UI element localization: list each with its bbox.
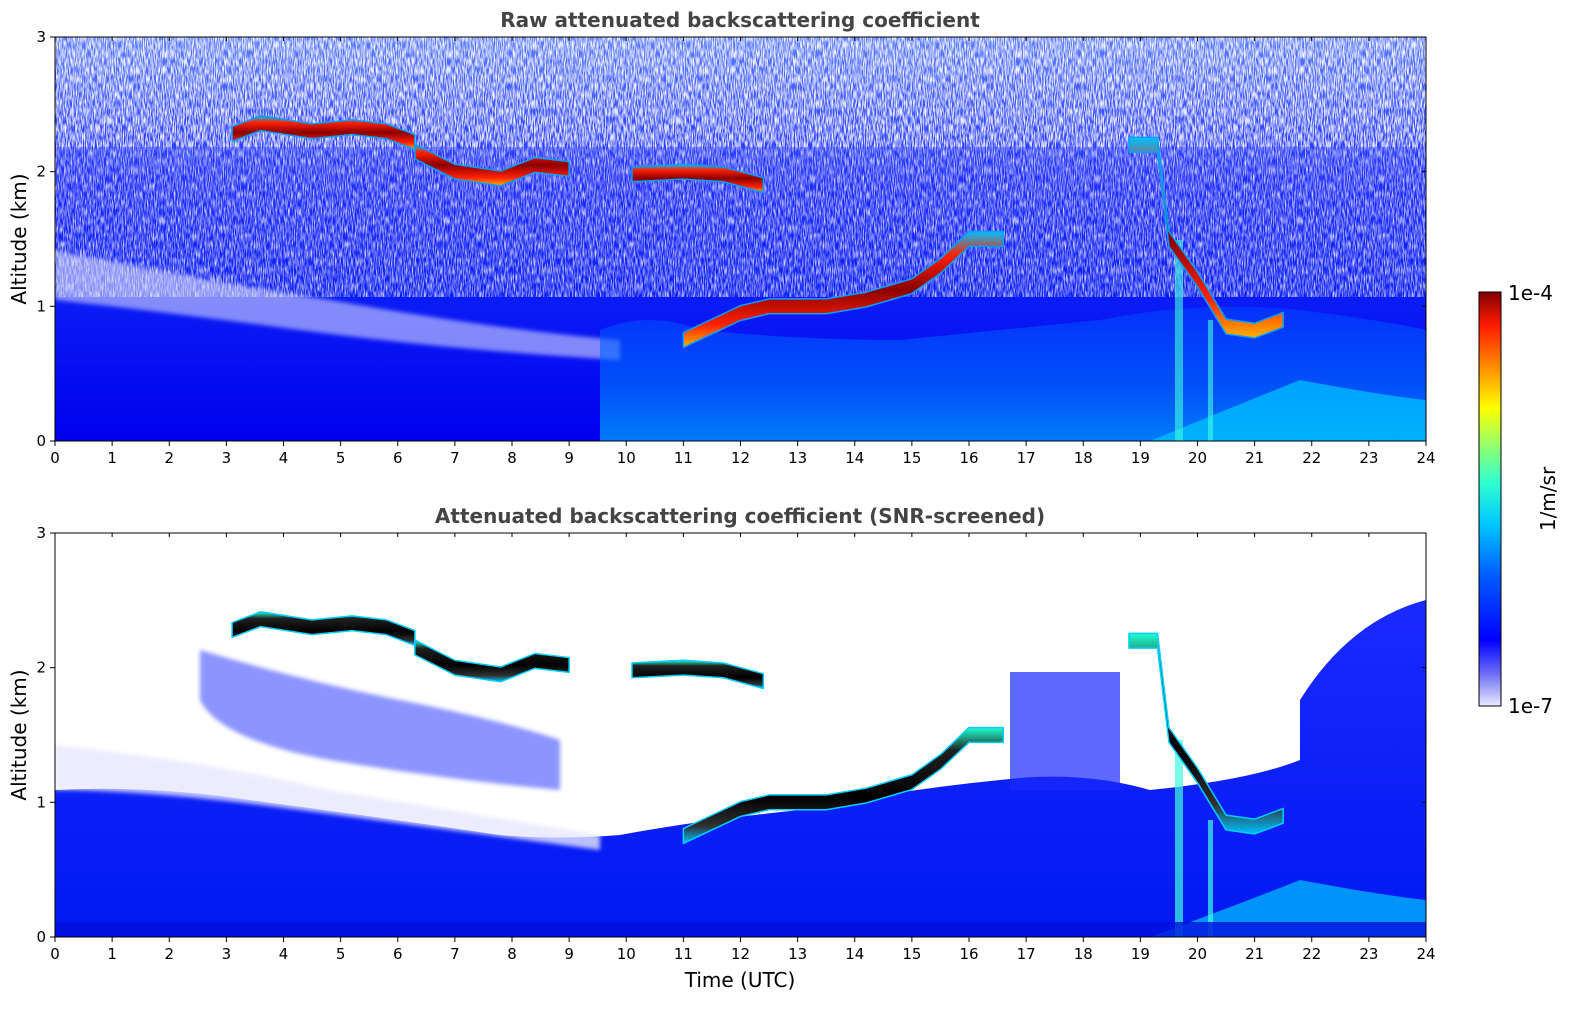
x-tick-label: 2 [164, 945, 174, 963]
panel2-lower-signal [55, 600, 1426, 937]
x-tick-label: 10 [617, 449, 636, 467]
panel1-plot-area [55, 37, 1426, 441]
x-tick-label: 16 [959, 945, 978, 963]
x-tick-label: 13 [788, 449, 807, 467]
colorbar-unit-label: 1/m/sr [1536, 466, 1560, 531]
panel2-axes: 0 1 2 3 4 5 6 7 8 9 10 11 12 13 14 15 16 17 18 19 20 21 22 23 24… [36, 524, 1435, 963]
x-tick-label: 3 [222, 945, 232, 963]
x-tick-label: 2 [164, 449, 174, 467]
cloud-layer [1128, 632, 1284, 835]
x-tick-label: 11 [674, 449, 693, 467]
x-tick-label: 12 [731, 449, 750, 467]
cloud-layer [1128, 136, 1284, 339]
y-tick-label: 1 [36, 297, 46, 315]
panel2-white-aerosol [55, 745, 600, 850]
colorbar: 1e-4 1e-7 1/m/sr [1478, 281, 1560, 718]
panel2-vertical-stripe [1175, 740, 1183, 937]
y-tick-label: 0 [36, 432, 46, 450]
x-tick-label: 22 [1302, 945, 1321, 963]
cloud-layer [682, 726, 1005, 845]
x-tick-label: 22 [1302, 449, 1321, 467]
panel2-bottom-band [55, 922, 1426, 937]
x-tick-label: 0 [50, 449, 60, 467]
x-tick-label: 24 [1416, 449, 1435, 467]
x-tick-label: 7 [450, 945, 460, 963]
panel1-boundary-layer [600, 306, 1426, 441]
panel2-right-block [1010, 672, 1120, 790]
x-tick-label: 1 [107, 945, 117, 963]
x-tick-label: 19 [1131, 945, 1150, 963]
x-tick-label: 20 [1188, 449, 1207, 467]
x-tick-label: 14 [845, 449, 864, 467]
cloud-layer [414, 639, 570, 683]
colorbar-gradient [1478, 291, 1502, 707]
panel2-xlabel: Time (UTC) [684, 968, 796, 992]
x-tick-label: 15 [902, 945, 921, 963]
x-tick-label: 23 [1359, 945, 1378, 963]
y-tick-label: 2 [36, 163, 46, 181]
colorbar-min-label: 1e-7 [1508, 694, 1553, 718]
cloud-layer [631, 659, 765, 690]
panel1-surface-layer [1150, 380, 1426, 441]
x-tick-label: 16 [959, 449, 978, 467]
x-tick-label: 3 [222, 449, 232, 467]
cloud-layer [414, 143, 570, 187]
cloud-layer [682, 230, 1005, 349]
x-tick-label: 10 [617, 945, 636, 963]
x-tick-label: 12 [731, 945, 750, 963]
x-tick-label: 18 [1074, 945, 1093, 963]
x-tick-label: 4 [279, 449, 289, 467]
panel2-vertical-stripe-2 [1208, 820, 1213, 937]
cloud-layer [631, 163, 765, 194]
x-tick-label: 13 [788, 945, 807, 963]
x-tick-label: 4 [279, 945, 289, 963]
panel2-cloud-layers [231, 611, 1284, 845]
x-tick-label: 21 [1245, 449, 1264, 467]
y-tick-label: 2 [36, 659, 46, 677]
x-tick-label: 5 [336, 945, 346, 963]
x-tick-label: 24 [1416, 945, 1435, 963]
x-tick-label: 5 [336, 449, 346, 467]
x-tick-label: 17 [1017, 945, 1036, 963]
x-tick-label: 19 [1131, 449, 1150, 467]
x-tick-label: 21 [1245, 945, 1264, 963]
x-tick-label: 6 [393, 945, 403, 963]
x-tick-label: 8 [507, 449, 517, 467]
x-tick-label: 9 [564, 449, 574, 467]
x-tick-label: 8 [507, 945, 517, 963]
panel1-vertical-stripe [1175, 240, 1183, 441]
x-tick-label: 9 [564, 945, 574, 963]
panel1-vertical-stripe-2 [1208, 320, 1213, 441]
y-tick-label: 0 [36, 928, 46, 946]
x-tick-label: 6 [393, 449, 403, 467]
panel2-title: Attenuated backscattering coefficient (S… [435, 504, 1045, 528]
x-tick-label: 14 [845, 945, 864, 963]
y-tick-label: 3 [36, 28, 46, 46]
x-tick-label: 11 [674, 945, 693, 963]
colorbar-max-label: 1e-4 [1508, 281, 1553, 305]
x-tick-label: 18 [1074, 449, 1093, 467]
panel1-axes: 0 1 2 3 4 5 6 7 8 9 10 11 12 13 14 15 16 17 18 19 20 21 22 23 24… [36, 28, 1435, 467]
panel1-aerosol-white [55, 250, 620, 360]
panel2-mid-speckle [200, 650, 560, 790]
x-tick-label: 1 [107, 449, 117, 467]
x-tick-label: 20 [1188, 945, 1207, 963]
y-tick-label: 3 [36, 524, 46, 542]
y-tick-label: 1 [36, 793, 46, 811]
x-tick-label: 15 [902, 449, 921, 467]
x-tick-label: 0 [50, 945, 60, 963]
panel1-cloud-layers [231, 115, 1284, 349]
panel1-ylabel: Altitude (km) [7, 173, 31, 304]
panel1-title: Raw attenuated backscattering coefficien… [500, 8, 980, 32]
x-tick-label: 17 [1017, 449, 1036, 467]
x-tick-label: 23 [1359, 449, 1378, 467]
x-tick-label: 7 [450, 449, 460, 467]
panel2-ylabel: Altitude (km) [7, 669, 31, 800]
panel2-plot-area [55, 533, 1426, 937]
